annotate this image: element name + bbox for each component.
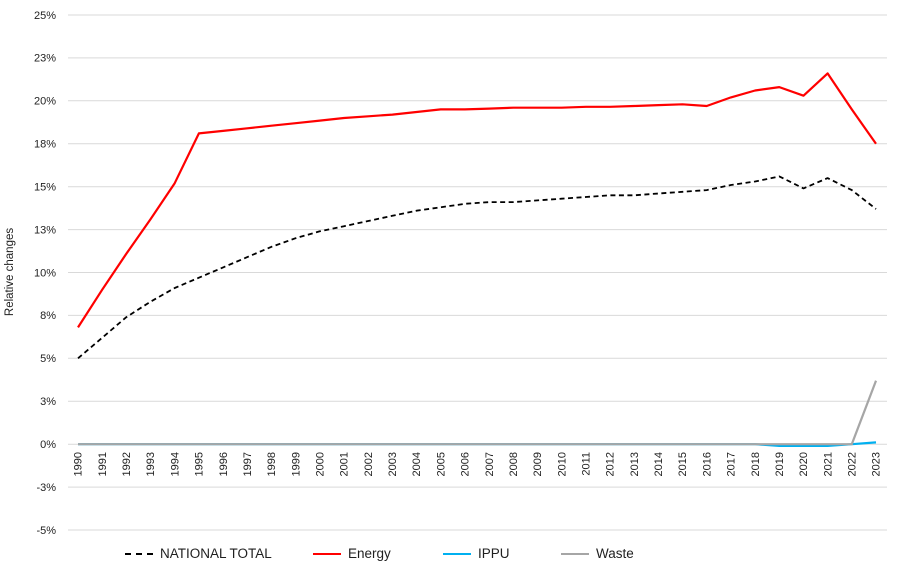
y-tick-label: 15%: [34, 182, 56, 194]
series-line-national-total: [77, 175, 877, 359]
x-tick-label: 2002: [363, 452, 375, 476]
x-tick-label: 2008: [508, 452, 520, 476]
x-tick-label: 2015: [677, 452, 689, 476]
legend-label-waste: Waste: [596, 546, 634, 561]
x-tick-label: 2014: [653, 452, 665, 476]
y-tick-label: 0%: [40, 439, 56, 451]
x-tick-label: 2004: [411, 452, 423, 476]
y-tick-label: 8%: [40, 310, 56, 322]
legend-label-national-total: NATIONAL TOTAL: [160, 546, 272, 561]
x-tick-label: 2016: [701, 452, 713, 476]
x-tick-label: 2009: [532, 452, 544, 476]
x-tick-label: 1997: [242, 452, 254, 476]
y-tick-label: 18%: [34, 139, 56, 151]
y-tick-label: 10%: [34, 267, 56, 279]
legend-label-ippu: IPPU: [478, 546, 510, 561]
energy-line-swatch: [313, 552, 341, 555]
x-tick-label: 2006: [460, 452, 472, 476]
x-tick-label: 1995: [194, 452, 206, 476]
x-tick-label: 2001: [339, 452, 351, 476]
waste-line-swatch: [561, 552, 589, 555]
y-axis-title: Relative changes: [4, 228, 16, 316]
series-line-energy: [77, 72, 877, 328]
legend-item-national-total: NATIONAL TOTAL: [125, 546, 272, 561]
y-tick-label: 5%: [40, 353, 56, 365]
x-tick-label: 2020: [798, 452, 810, 476]
legend-item-energy: Energy: [313, 546, 391, 561]
x-tick-label: 2013: [629, 452, 641, 476]
y-tick-label: 25%: [34, 10, 56, 22]
x-tick-label: 1999: [290, 452, 302, 476]
x-tick-label: 2022: [847, 452, 859, 476]
line-chart-canvas: 25% 23% 20% 18% 15% 13% 10% 8% 5% 3% 0% -3% -5% 1990 1…: [4, 10, 887, 537]
x-tick-label: 2021: [822, 452, 834, 476]
y-tick-label: 23%: [34, 53, 56, 65]
ippu-line-swatch: [443, 552, 471, 555]
x-tick-label: 2017: [726, 452, 738, 476]
legend-item-ippu: IPPU: [443, 546, 510, 561]
x-tick-label: 2007: [484, 452, 496, 476]
x-tick-label: 1990: [73, 452, 85, 476]
y-tick-label: 13%: [34, 224, 56, 236]
x-tick-label: 2010: [556, 452, 568, 476]
y-tick-label: 20%: [34, 96, 56, 108]
legend-label-energy: Energy: [348, 546, 391, 561]
x-tick-label: 2018: [750, 452, 762, 476]
y-tick-label: 3%: [40, 396, 56, 408]
series-line-waste: [78, 380, 878, 446]
x-tick-label: 1993: [145, 452, 157, 476]
x-tick-label: 1994: [169, 452, 181, 476]
x-tick-label: 2012: [605, 452, 617, 476]
x-tick-label: 1991: [97, 452, 109, 476]
x-tick-label: 2011: [581, 452, 593, 476]
x-tick-label: 1998: [266, 452, 278, 476]
x-tick-label: 2003: [387, 452, 399, 476]
national-total-line-swatch: [125, 552, 153, 555]
x-tick-label: 1996: [218, 452, 230, 476]
legend-item-waste: Waste: [561, 546, 634, 561]
y-tick-label: -3%: [36, 482, 56, 494]
x-tick-label: 2005: [435, 452, 447, 476]
x-tick-label: 1992: [121, 452, 133, 476]
x-tick-label: 2023: [871, 452, 883, 476]
chart-legend: NATIONAL TOTAL Energy IPPU Waste: [0, 546, 900, 576]
y-tick-label: -5%: [36, 525, 56, 537]
x-tick-label: 2000: [315, 452, 327, 476]
x-tick-label: 2019: [774, 452, 786, 476]
